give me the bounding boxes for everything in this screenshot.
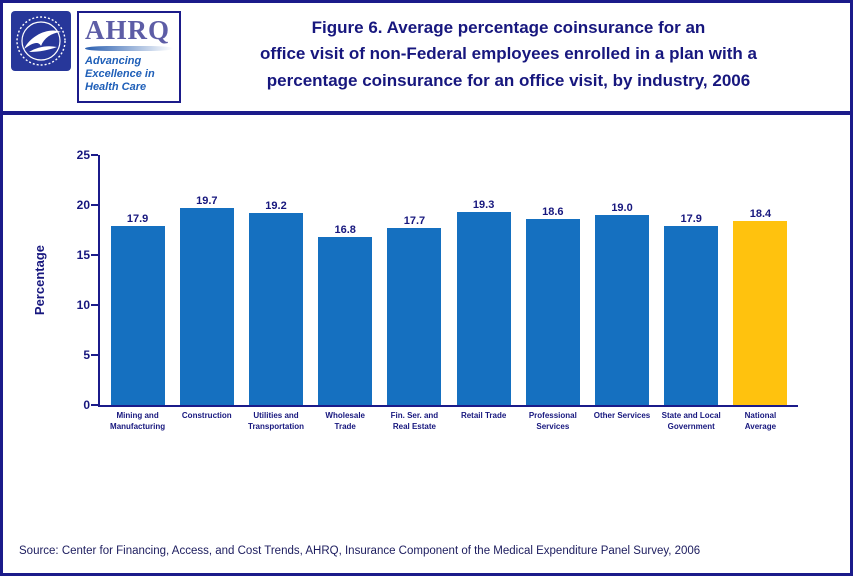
x-axis-category-label: State and Local Government: [661, 411, 721, 431]
bar-group: 18.6: [518, 155, 587, 405]
bar-group: 17.7: [380, 155, 449, 405]
bar-value-label: 16.8: [334, 224, 356, 236]
y-tick-label: 0: [83, 398, 90, 412]
bar: [733, 221, 788, 405]
y-tick-label: 5: [83, 348, 90, 362]
ahrq-tagline-line: Excellence in: [85, 68, 155, 81]
y-tick-mark: [91, 354, 98, 356]
bar-value-label: 19.0: [611, 202, 633, 214]
bar-value-label: 17.9: [126, 213, 149, 225]
figure-title: Figure 6. Average percentage coinsurance…: [181, 11, 836, 94]
logo-group: AHRQ Advancing Excellence in Health Care: [11, 11, 181, 103]
y-tick-mark: [91, 204, 98, 206]
ahrq-tagline: Advancing Excellence in Health Care: [85, 55, 173, 95]
bar: [456, 212, 511, 405]
bar-group: 19.0: [587, 155, 656, 405]
bar: [318, 237, 373, 405]
bar-chart: Percentage 17.9 19.7 19.2 16.8 17.7 19.3 18.6 1…: [32, 148, 798, 433]
bar-group: 16.8: [311, 155, 380, 405]
x-axis-category-label: Professional Services: [528, 411, 577, 431]
figure-title-line: Figure 6. Average percentage coinsurance…: [311, 18, 706, 37]
y-axis-label-wrap: Percentage: [32, 155, 47, 405]
ahrq-logo: AHRQ Advancing Excellence in Health Care: [77, 11, 181, 103]
plot-area: 17.9 19.7 19.2 16.8 17.7 19.3 18.6 19.0 17.9 18.4…: [77, 148, 798, 412]
bar-group: 19.3: [449, 155, 518, 405]
bar: [595, 215, 650, 405]
x-axis-category-label: Wholesale Trade: [325, 411, 365, 431]
ahrq-tagline-line: Advancing: [85, 55, 142, 67]
bar-value-label: 18.4: [749, 208, 772, 220]
ahrq-swoosh-icon: [85, 46, 173, 51]
bar-value-label: 19.2: [265, 200, 287, 212]
x-labels: Mining and Manufacturing Construction Utili…: [100, 407, 798, 433]
x-axis-category-label: Other Services: [593, 411, 651, 420]
bar-group: 19.2: [241, 155, 310, 405]
y-axis-label: Percentage: [32, 244, 47, 316]
y-tick-mark: [91, 154, 98, 156]
bar: [110, 226, 165, 405]
y-tick-label: 20: [76, 198, 90, 212]
bar: [249, 213, 303, 405]
header-rule: [3, 111, 850, 115]
bar: [525, 219, 580, 405]
bar-group: 19.7: [172, 155, 241, 405]
y-tick-label: 15: [76, 248, 90, 262]
bar-value-label: 17.9: [680, 213, 702, 225]
x-axis-category-label: Retail Trade: [460, 411, 507, 420]
x-axis-category-label: Mining and Manufacturing: [110, 411, 166, 431]
bar-value-label: 17.7: [403, 215, 426, 227]
bar: [664, 226, 719, 405]
ahrq-tagline-line: Health Care: [85, 81, 147, 94]
source-note: Source: Center for Financing, Access, an…: [19, 545, 701, 557]
bar-group: 18.4: [726, 155, 795, 405]
bar: [179, 208, 234, 405]
y-tick-label: 10: [76, 298, 90, 312]
x-axis-category-label: Fin. Ser. and Real Estate: [390, 411, 439, 431]
figure-title-line: percentage coinsurance for an office vis…: [266, 70, 751, 90]
ahrq-acronym: AHRQ: [85, 15, 170, 45]
bar-value-label: 19.7: [196, 195, 218, 207]
bar-group: 17.9: [103, 155, 172, 405]
y-tick-mark: [91, 404, 98, 406]
bar-value-label: 18.6: [542, 206, 564, 218]
y-tick-label: 25: [76, 148, 90, 162]
bar-group: 17.9: [657, 155, 726, 405]
figure-title-line: office visit of non-Federal employees en…: [260, 44, 757, 64]
header: AHRQ Advancing Excellence in Health Care…: [3, 3, 850, 107]
x-axis-category-label: Utilities and Transportation: [248, 411, 305, 431]
y-tick-mark: [91, 304, 98, 306]
x-axis-category-label: National Average: [744, 411, 777, 431]
hhs-logo-icon: [11, 11, 71, 71]
bar-value-label: 19.3: [472, 199, 495, 211]
bar: [387, 228, 442, 405]
x-axis-category-label: Construction: [181, 411, 232, 420]
y-tick-mark: [91, 254, 98, 256]
